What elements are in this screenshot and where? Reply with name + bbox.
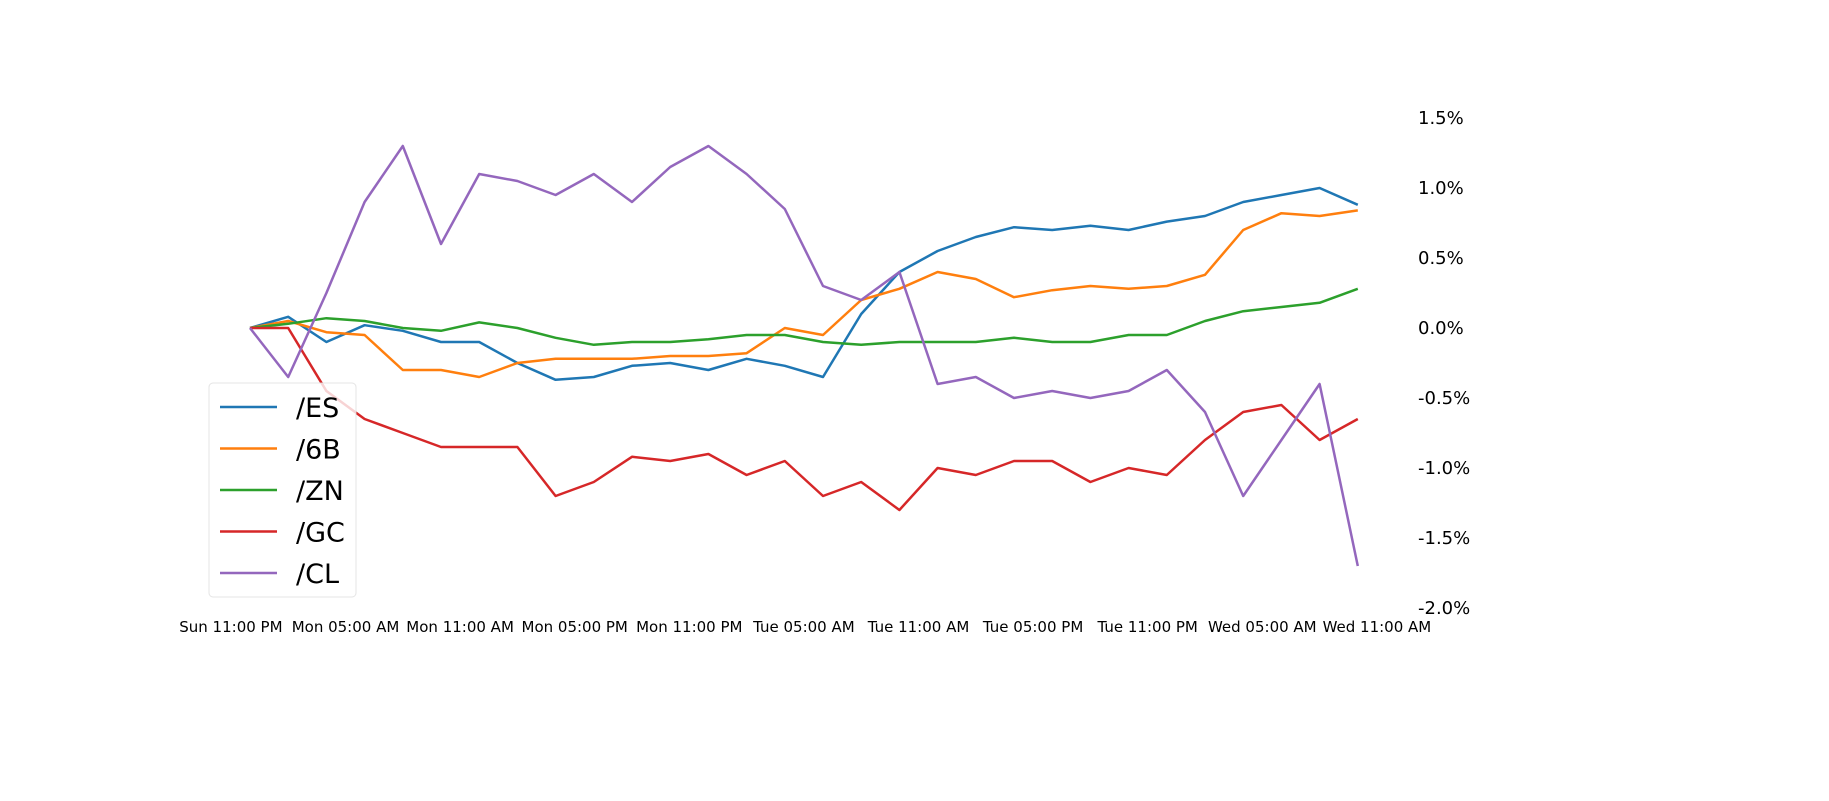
x-tick-label: Tue 05:00 AM xyxy=(752,618,855,636)
x-tick-label: Mon 05:00 PM xyxy=(522,618,628,636)
y-tick-label: 0.5% xyxy=(1418,248,1464,269)
y-tick-label: -2.0% xyxy=(1418,598,1470,619)
legend: /ES/6B/ZN/GC/CL xyxy=(208,382,357,598)
legend-label: /CL xyxy=(296,559,339,590)
x-tick-label: Wed 11:00 AM xyxy=(1323,618,1432,636)
legend-label: /ES xyxy=(296,393,339,424)
legend-label: /ZN xyxy=(296,476,344,507)
x-tick-label: Mon 11:00 AM xyxy=(406,618,514,636)
x-tick-label: Tue 11:00 PM xyxy=(1097,618,1198,636)
series-line-es xyxy=(249,186,1359,382)
series-line-6b xyxy=(249,209,1358,379)
x-tick-label: Tue 11:00 AM xyxy=(867,618,970,636)
series-lines xyxy=(249,144,1360,567)
x-axis: Sun 11:00 PM Mon 05:00 AM Mon 11:00 AM Mon … xyxy=(179,618,1431,636)
y-tick-label: -1.5% xyxy=(1418,528,1470,549)
y-tick-label: -1.0% xyxy=(1418,458,1470,479)
x-tick-label: Tue 05:00 PM xyxy=(982,618,1083,636)
series-line-cl xyxy=(249,144,1360,567)
y-tick-label: -0.5% xyxy=(1418,388,1470,409)
series-line-gc xyxy=(250,326,1359,512)
y-tick-label: 1.5% xyxy=(1418,108,1464,129)
y-axis: 1.5% 1.0% 0.5% 0.0% -0.5% -1.0% -1.5% -2.0% xyxy=(1418,108,1470,619)
y-tick-label: 1.0% xyxy=(1418,178,1464,199)
x-tick-label: Mon 11:00 PM xyxy=(636,618,742,636)
y-tick-label: 0.0% xyxy=(1418,318,1464,339)
legend-label: /6B xyxy=(296,435,341,466)
series-line-zn xyxy=(249,287,1359,347)
legend-label: /GC xyxy=(296,518,345,549)
x-tick-label: Mon 05:00 AM xyxy=(292,618,400,636)
legend-box xyxy=(208,382,357,598)
x-tick-label: Sun 11:00 PM xyxy=(179,618,282,636)
x-tick-label: Wed 05:00 AM xyxy=(1208,618,1317,636)
